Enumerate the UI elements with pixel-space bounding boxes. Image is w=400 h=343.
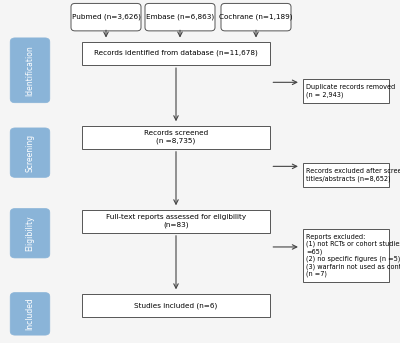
Text: Screening: Screening [26,133,34,172]
FancyBboxPatch shape [303,163,389,187]
Text: Included: Included [26,297,34,330]
FancyBboxPatch shape [303,229,389,282]
FancyBboxPatch shape [10,38,50,103]
Text: Pubmed (n=3,626): Pubmed (n=3,626) [72,14,140,20]
FancyBboxPatch shape [82,210,270,233]
FancyBboxPatch shape [303,79,389,103]
FancyBboxPatch shape [10,128,50,177]
FancyBboxPatch shape [10,293,50,335]
FancyBboxPatch shape [82,42,270,65]
Text: Records identified from database (n=11,678): Records identified from database (n=11,6… [94,50,258,56]
Text: Embase (n=6,863): Embase (n=6,863) [146,14,214,20]
Text: Cochrane (n=1,189): Cochrane (n=1,189) [219,14,293,20]
Text: Eligibility: Eligibility [26,215,34,251]
Text: Studies included (n=6): Studies included (n=6) [134,302,218,308]
FancyBboxPatch shape [10,209,50,258]
FancyBboxPatch shape [82,126,270,149]
FancyBboxPatch shape [71,3,141,31]
FancyBboxPatch shape [221,3,291,31]
Text: Records excluded after screening
titles/abstracts (n=8,652): Records excluded after screening titles/… [306,168,400,182]
Text: Reports excluded:
(1) not RCTs or cohort studies (n
=65)
(2) no specific figures: Reports excluded: (1) not RCTs or cohort… [306,234,400,277]
FancyBboxPatch shape [145,3,215,31]
Text: Duplicate records removed
(n = 2,943): Duplicate records removed (n = 2,943) [306,84,396,98]
FancyBboxPatch shape [82,294,270,317]
Text: Records screened
(n =8,735): Records screened (n =8,735) [144,130,208,144]
Text: Full-text reports assessed for eligibility
(n=83): Full-text reports assessed for eligibili… [106,214,246,228]
Text: Identification: Identification [26,45,34,96]
